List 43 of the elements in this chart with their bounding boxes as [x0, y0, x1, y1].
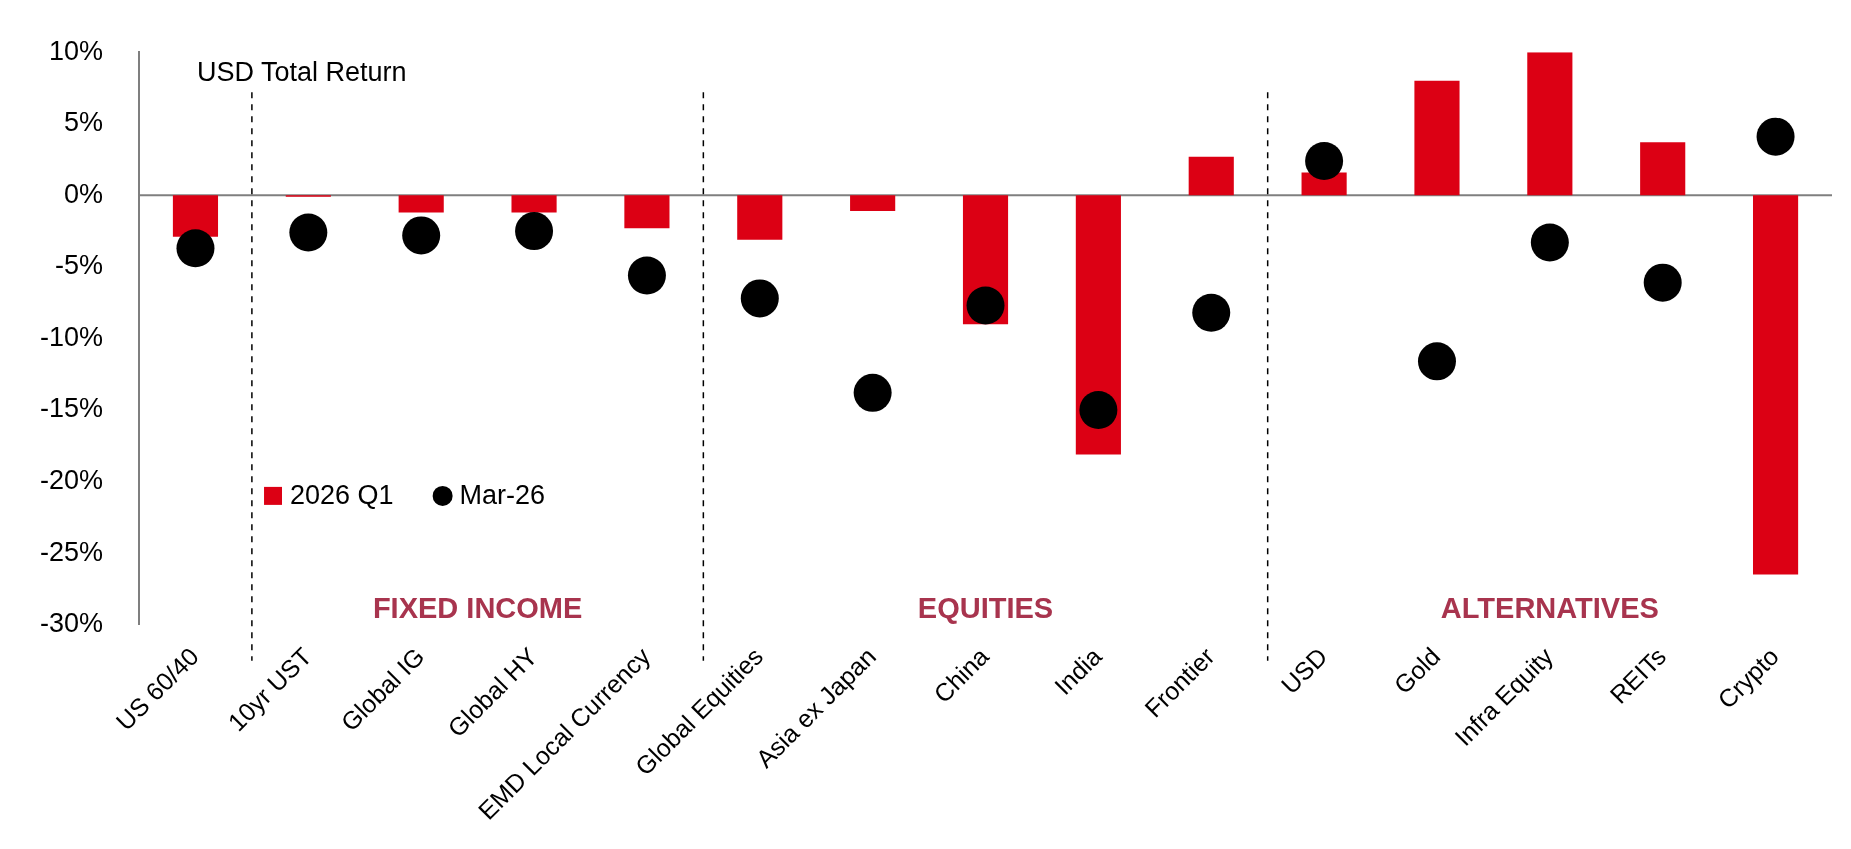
point — [1079, 391, 1118, 430]
y-tick-label: -15% — [40, 393, 104, 424]
bar — [850, 195, 896, 212]
point — [966, 286, 1005, 325]
y-tick-label: -25% — [40, 536, 104, 567]
legend-label: 2026 Q1 — [290, 480, 394, 511]
bar — [398, 195, 444, 213]
y-tick-label: 5% — [64, 107, 104, 138]
bar — [1075, 195, 1121, 455]
annotation: USD Total Return — [197, 57, 407, 88]
point — [1643, 263, 1682, 302]
point — [1417, 342, 1456, 381]
y-tick-label: 0% — [64, 178, 104, 209]
point — [515, 212, 554, 251]
annotation: FIXED INCOME — [372, 592, 583, 625]
point — [1530, 223, 1569, 262]
point — [740, 279, 779, 318]
bar — [1414, 80, 1460, 196]
bar — [737, 195, 783, 240]
y-tick-label: 10% — [48, 35, 104, 66]
point — [627, 256, 666, 295]
y-tick-label: -5% — [55, 250, 104, 281]
point — [176, 229, 215, 268]
point — [289, 213, 328, 252]
bar — [511, 195, 557, 213]
bar — [172, 195, 219, 237]
y-tick-label: -30% — [40, 608, 104, 639]
annotation: ALTERNATIVES — [1440, 592, 1659, 625]
bar — [624, 195, 670, 229]
annotation: EQUITIES — [917, 592, 1054, 625]
point — [853, 373, 892, 412]
bar — [1640, 142, 1686, 196]
y-tick-label: -20% — [40, 465, 104, 496]
y-tick-label: -10% — [40, 321, 104, 352]
bar — [1753, 195, 1799, 575]
legend-label: Mar-26 — [459, 480, 546, 511]
point — [402, 216, 441, 255]
bar — [1527, 52, 1573, 196]
point — [1192, 293, 1231, 332]
x-tick-label: USD — [1275, 641, 1333, 700]
point — [1756, 117, 1795, 156]
bar — [1188, 156, 1234, 196]
point — [1305, 141, 1344, 180]
